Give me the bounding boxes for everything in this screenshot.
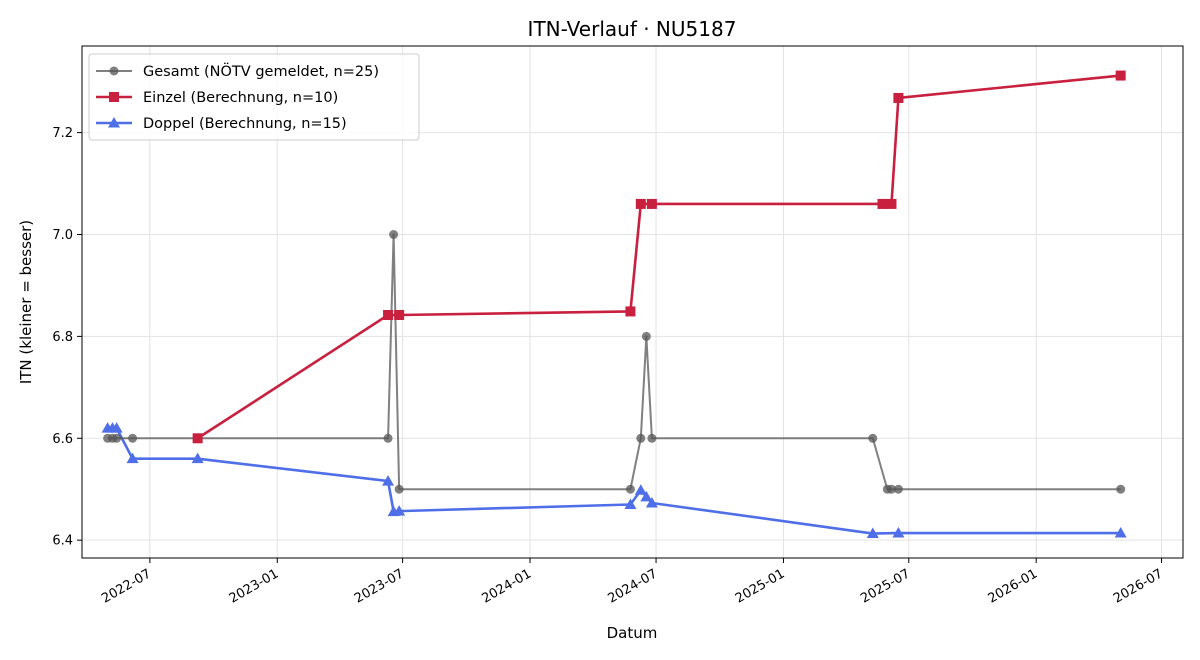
legend-marker (109, 66, 119, 76)
data-point (893, 92, 904, 103)
data-point (110, 422, 123, 433)
data-point (382, 475, 395, 486)
data-point (641, 331, 651, 341)
data-point (383, 433, 393, 443)
data-point (625, 306, 636, 317)
data-point (1114, 527, 1127, 538)
legend-label: Einzel (Berechnung, n=10) (143, 90, 338, 106)
legend-marker (109, 92, 119, 102)
data-point (647, 433, 657, 443)
data-point (877, 198, 888, 209)
chart-title: ITN-Verlauf · NU5187 (528, 17, 737, 41)
data-point (868, 433, 878, 443)
data-point (866, 527, 879, 539)
data-point (892, 527, 905, 538)
data-point (394, 309, 405, 320)
data-point (634, 484, 647, 495)
data-point (886, 484, 896, 494)
data-point (126, 452, 139, 464)
data-point (624, 498, 637, 510)
legend-label: Gesamt (NÖTV gemeldet, n=25) (143, 62, 379, 80)
y-tick-label: 6.4 (52, 534, 73, 549)
data-point (893, 484, 903, 494)
legend-box (88, 53, 420, 141)
data-point (886, 198, 897, 209)
data-point (1116, 484, 1126, 494)
data-point (128, 433, 138, 443)
series-square (192, 70, 1126, 444)
x-axis-label: Datum (607, 624, 658, 642)
y-tick-label: 6.8 (52, 330, 73, 345)
y-tick-label: 7.2 (52, 126, 73, 141)
legend-marker (108, 117, 120, 128)
y-axis-label: ITN (kleiner = besser) (17, 220, 35, 384)
data-point (636, 433, 646, 443)
series-circle (103, 229, 1126, 494)
legend-items: Gesamt (NÖTV gemeldet, n=25) Einzel (Bere… (96, 62, 379, 132)
data-point (640, 490, 653, 502)
data-point (389, 229, 399, 239)
data-point (393, 505, 406, 516)
legend-label: Doppel (Berechnung, n=15) (143, 116, 347, 132)
series-layer (101, 70, 1127, 539)
legend: Gesamt (NÖTV gemeldet, n=25) Einzel (Bere… (88, 53, 420, 141)
series-line (196, 74, 1121, 440)
y-tick-label: 6.6 (52, 432, 73, 447)
data-point (625, 484, 635, 494)
data-point (635, 198, 646, 209)
data-point (383, 309, 394, 320)
data-point (112, 433, 122, 443)
data-point (645, 496, 658, 508)
y-tick-label: 7.0 (52, 228, 73, 243)
data-point (646, 198, 657, 209)
plot-frame (81, 45, 1184, 559)
data-point (1115, 70, 1126, 81)
data-point (191, 452, 204, 464)
data-point (394, 484, 404, 494)
data-point (192, 433, 203, 444)
